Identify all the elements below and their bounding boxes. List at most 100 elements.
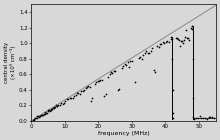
Point [42, 113, 46, 115]
Point [194, 117, 198, 119]
Point [124, 64, 128, 66]
Point [89, 100, 93, 102]
Point [43, 113, 46, 115]
Point [112, 70, 116, 72]
Point [99, 79, 102, 81]
Point [141, 54, 145, 56]
Point [187, 38, 191, 41]
Point [158, 43, 162, 45]
Point [169, 36, 173, 38]
Point [44, 112, 48, 114]
Point [108, 73, 112, 75]
Point [55, 105, 58, 107]
Point [62, 102, 66, 104]
Point [33, 117, 37, 119]
Point [65, 98, 69, 100]
Point [186, 37, 190, 39]
Point [191, 58, 194, 60]
Point [103, 95, 106, 97]
Point [40, 113, 44, 116]
Point [46, 109, 50, 111]
Point [38, 115, 42, 117]
Point [183, 36, 187, 38]
Point [184, 29, 188, 32]
Point [147, 52, 151, 54]
Point [61, 103, 64, 105]
Point [81, 90, 84, 92]
Point [109, 71, 113, 73]
Point [84, 87, 87, 89]
Point [154, 71, 157, 73]
Point [116, 89, 119, 91]
Point [50, 108, 53, 110]
Point [77, 92, 80, 94]
Point [143, 52, 146, 55]
Point [185, 37, 189, 39]
Point [78, 93, 82, 95]
Point [53, 106, 57, 108]
Point [41, 114, 44, 117]
Point [152, 69, 156, 72]
Point [209, 116, 212, 118]
Point [35, 115, 39, 117]
Point [140, 58, 143, 60]
Point [38, 115, 41, 117]
Point [176, 38, 179, 40]
Point [55, 105, 59, 107]
Point [200, 117, 203, 119]
Point [45, 111, 49, 114]
Point [49, 109, 52, 111]
Point [107, 76, 110, 78]
Point [189, 26, 192, 29]
Point [164, 41, 168, 43]
Point [157, 45, 160, 48]
Point [138, 55, 142, 58]
Point [207, 116, 210, 118]
Point [144, 50, 148, 52]
Point [90, 96, 94, 99]
Point [211, 116, 214, 118]
Point [34, 117, 38, 120]
Point [85, 86, 89, 88]
Point [170, 58, 174, 60]
Point [155, 45, 159, 47]
Point [192, 118, 196, 120]
Point [44, 111, 47, 114]
Point [121, 65, 125, 67]
Point [174, 37, 177, 39]
Point [50, 108, 54, 110]
Point [35, 117, 38, 119]
Point [203, 117, 207, 119]
Point [58, 104, 61, 106]
Point [178, 45, 182, 47]
Point [166, 40, 169, 42]
Point [52, 107, 55, 109]
Point [169, 38, 172, 40]
Point [68, 97, 72, 99]
Point [171, 117, 175, 119]
Point [160, 43, 163, 45]
Point [75, 92, 79, 94]
Point [179, 40, 182, 42]
Point [191, 28, 194, 30]
Point [150, 47, 154, 49]
Point [212, 117, 216, 120]
Point [191, 96, 195, 99]
Point [192, 116, 195, 118]
Point [47, 109, 51, 111]
Point [82, 89, 86, 91]
Point [129, 60, 132, 62]
Point [47, 110, 50, 112]
Point [190, 25, 193, 27]
Point [113, 70, 117, 72]
Point [48, 110, 52, 112]
Point [175, 37, 178, 39]
Point [198, 115, 201, 117]
Point [53, 106, 56, 109]
Point [72, 95, 76, 97]
Point [56, 103, 60, 106]
X-axis label: frequency (MHz): frequency (MHz) [98, 131, 149, 136]
Point [120, 67, 124, 69]
Point [64, 99, 67, 102]
Point [111, 72, 114, 74]
